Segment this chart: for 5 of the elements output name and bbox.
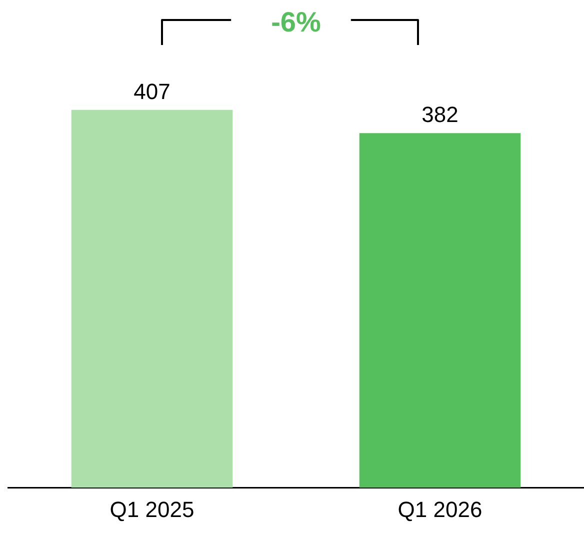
text: -6% [271, 6, 321, 38]
data-label: 407 [134, 78, 170, 104]
data-label: 382 [422, 102, 458, 128]
x-tick-label: Q1 2026 [398, 496, 482, 522]
x-tick-label: Q1 2025 [110, 496, 194, 522]
